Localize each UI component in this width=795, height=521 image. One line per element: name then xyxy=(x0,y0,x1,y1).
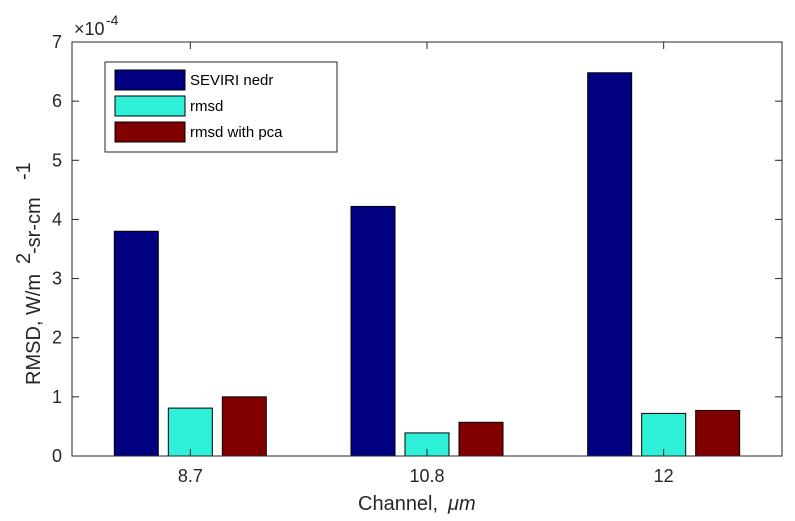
y-tick-label: 1 xyxy=(52,387,62,407)
y-axis-title-mid: -sr-cm xyxy=(23,197,45,254)
y-scale-multiplier-exponent: -4 xyxy=(106,12,119,28)
y-axis-title: RMSD, W/m 2 -sr-cm -1 xyxy=(13,162,45,385)
y-scale-multiplier: ×10 -4 xyxy=(74,12,119,39)
bar-seviri-nedr-10-8 xyxy=(350,205,396,457)
y-tick-label: 4 xyxy=(52,209,62,229)
legend: SEVIRI nedr rmsd rmsd with pca xyxy=(104,61,338,153)
legend-swatch xyxy=(114,69,186,91)
legend-label: SEVIRI nedr xyxy=(190,72,273,89)
y-tick-label: 5 xyxy=(52,150,62,170)
x-tick-label: 10.8 xyxy=(409,466,444,486)
bars-layer xyxy=(113,72,741,457)
x-axis-title-unit: μm xyxy=(447,493,476,515)
y-tick-label: 0 xyxy=(52,446,62,466)
bar-rmsd-8-7 xyxy=(167,407,213,457)
y-axis-title-text: RMSD, W/m xyxy=(23,274,45,385)
legend-swatch xyxy=(114,121,186,143)
x-tick-label: 12 xyxy=(654,466,674,486)
y-axis-title-sup1: 2 xyxy=(13,253,35,264)
x-axis-title: Channel, μm xyxy=(358,493,476,515)
y-axis-title-sup2: -1 xyxy=(13,162,35,180)
bar-rmsd-with-pca-8-7 xyxy=(221,396,267,457)
bar-rmsd-with-pca-10-8 xyxy=(458,421,504,457)
y-tick-label: 7 xyxy=(52,32,62,52)
legend-label: rmsd with pca xyxy=(190,124,283,141)
y-tick-label: 3 xyxy=(52,269,62,289)
y-scale-multiplier-label: ×10 xyxy=(74,19,105,39)
x-tick-label: 8.7 xyxy=(178,466,203,486)
y-tick-label: 6 xyxy=(52,91,62,111)
legend-swatch xyxy=(114,95,186,117)
bar-rmsd-with-pca-12 xyxy=(695,409,741,457)
bar-seviri-nedr-8-7 xyxy=(113,230,159,457)
bar-seviri-nedr-12 xyxy=(587,72,633,457)
x-axis-title-text: Channel, xyxy=(358,493,438,515)
legend-label: rmsd xyxy=(190,98,223,115)
y-tick-label: 2 xyxy=(52,328,62,348)
